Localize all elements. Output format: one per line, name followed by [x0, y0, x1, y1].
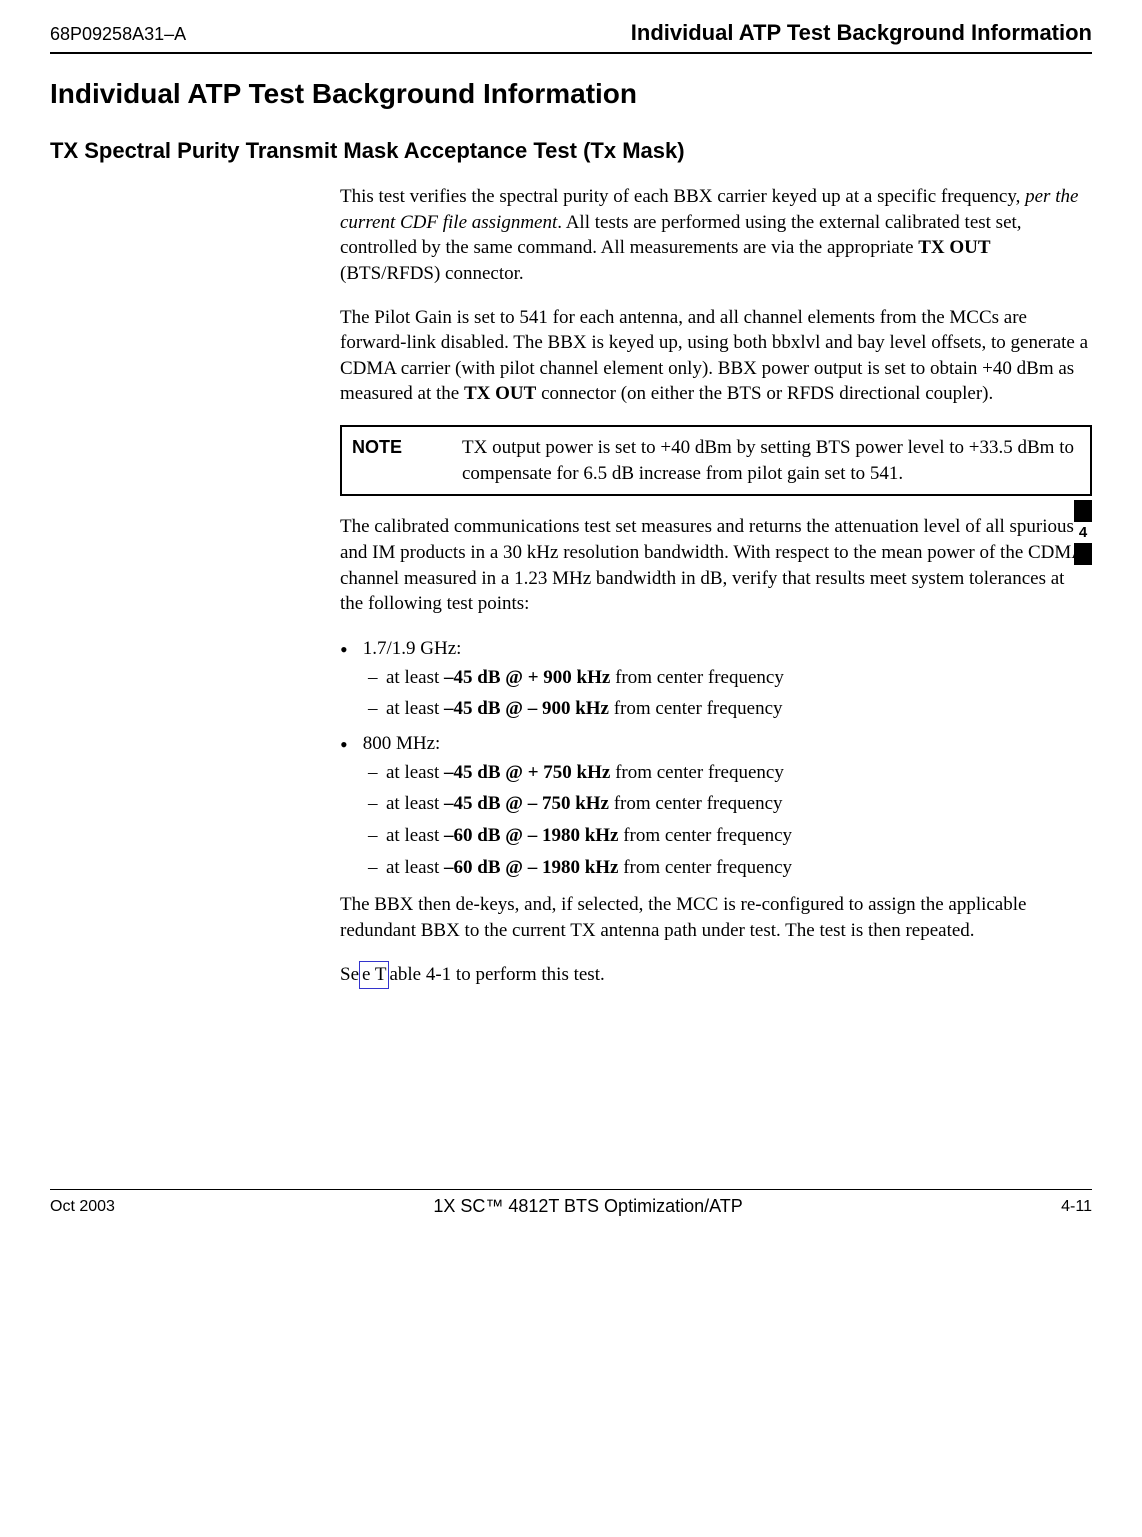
- body-content: This test verifies the spectral purity o…: [340, 184, 1092, 989]
- li-post: from center frequency: [610, 762, 784, 783]
- tab-box-bottom: [1074, 543, 1092, 565]
- li-bold: –60 dB @ – 1980 kHz: [444, 825, 618, 846]
- bullet-1: 1.7/1.9 GHz: at least –45 dB @ + 900 kHz…: [340, 635, 1092, 722]
- table-ref-link[interactable]: e T: [359, 961, 389, 989]
- page-footer: Oct 2003 1X SC™ 4812T BTS Optimization/A…: [50, 1189, 1092, 1217]
- paragraph-3: The calibrated communications test set m…: [340, 514, 1092, 617]
- paragraph-4: The BBX then de-keys, and, if selected, …: [340, 892, 1092, 943]
- p2-post: connector (on either the BTS or RFDS dir…: [536, 383, 993, 404]
- note-box: NOTE TX output power is set to +40 dBm b…: [340, 425, 1092, 496]
- note-text: TX output power is set to +40 dBm by set…: [462, 435, 1080, 486]
- li-bold: –45 dB @ + 900 kHz: [444, 667, 610, 688]
- paragraph-2: The Pilot Gain is set to 541 for each an…: [340, 305, 1092, 408]
- p5-post: able 4-1 to perform this test.: [389, 964, 604, 985]
- li-pre: at least: [386, 825, 444, 846]
- p1-post: (BTS/RFDS) connector.: [340, 263, 524, 284]
- section-title: Individual ATP Test Background Informati…: [50, 78, 1092, 110]
- li-bold: –45 dB @ – 750 kHz: [444, 793, 609, 814]
- list-item: at least –60 dB @ – 1980 kHz from center…: [368, 855, 1092, 881]
- li-pre: at least: [386, 793, 444, 814]
- page-tab: 4: [1074, 500, 1092, 565]
- li-post: from center frequency: [609, 793, 783, 814]
- b1-inner: at least –45 dB @ + 900 kHz from center …: [368, 665, 1092, 722]
- page-header: 68P09258A31–A Individual ATP Test Backgr…: [50, 20, 1092, 54]
- note-label: NOTE: [352, 435, 462, 486]
- list-item: at least –60 dB @ – 1980 kHz from center…: [368, 823, 1092, 849]
- p5-pre: Se: [340, 964, 359, 985]
- li-pre: at least: [386, 698, 444, 719]
- li-pre: at least: [386, 762, 444, 783]
- b2-inner: at least –45 dB @ + 750 kHz from center …: [368, 760, 1092, 881]
- paragraph-1: This test verifies the spectral purity o…: [340, 184, 1092, 287]
- list-item: at least –45 dB @ – 750 kHz from center …: [368, 791, 1092, 817]
- subsection-title: TX Spectral Purity Transmit Mask Accepta…: [50, 138, 1092, 164]
- bullet-list: 1.7/1.9 GHz: at least –45 dB @ + 900 kHz…: [340, 635, 1092, 880]
- b1-label: 1.7/1.9 GHz:: [363, 638, 462, 659]
- li-bold: –45 dB @ + 750 kHz: [444, 762, 610, 783]
- li-bold: –45 dB @ – 900 kHz: [444, 698, 609, 719]
- footer-page: 4-11: [1061, 1198, 1092, 1216]
- li-post: from center frequency: [618, 825, 792, 846]
- p2-bold: TX OUT: [464, 383, 536, 404]
- list-item: at least –45 dB @ – 900 kHz from center …: [368, 696, 1092, 722]
- li-pre: at least: [386, 857, 444, 878]
- p1-pre: This test verifies the spectral purity o…: [340, 186, 1025, 207]
- tab-box-top: [1074, 500, 1092, 522]
- footer-date: Oct 2003: [50, 1198, 115, 1216]
- tab-number: 4: [1074, 522, 1092, 543]
- li-post: from center frequency: [618, 857, 792, 878]
- header-title: Individual ATP Test Background Informati…: [631, 20, 1092, 46]
- p1-bold: TX OUT: [918, 237, 990, 258]
- list-item: at least –45 dB @ + 900 kHz from center …: [368, 665, 1092, 691]
- list-item: at least –45 dB @ + 750 kHz from center …: [368, 760, 1092, 786]
- b2-label: 800 MHz:: [363, 733, 441, 754]
- bullet-2: 800 MHz: at least –45 dB @ + 750 kHz fro…: [340, 730, 1092, 880]
- footer-title: 1X SC™ 4812T BTS Optimization/ATP: [433, 1196, 742, 1217]
- li-bold: –60 dB @ – 1980 kHz: [444, 857, 618, 878]
- li-pre: at least: [386, 667, 444, 688]
- doc-number: 68P09258A31–A: [50, 24, 186, 45]
- li-post: from center frequency: [609, 698, 783, 719]
- paragraph-5: See Table 4-1 to perform this test.: [340, 961, 1092, 989]
- li-post: from center frequency: [610, 667, 784, 688]
